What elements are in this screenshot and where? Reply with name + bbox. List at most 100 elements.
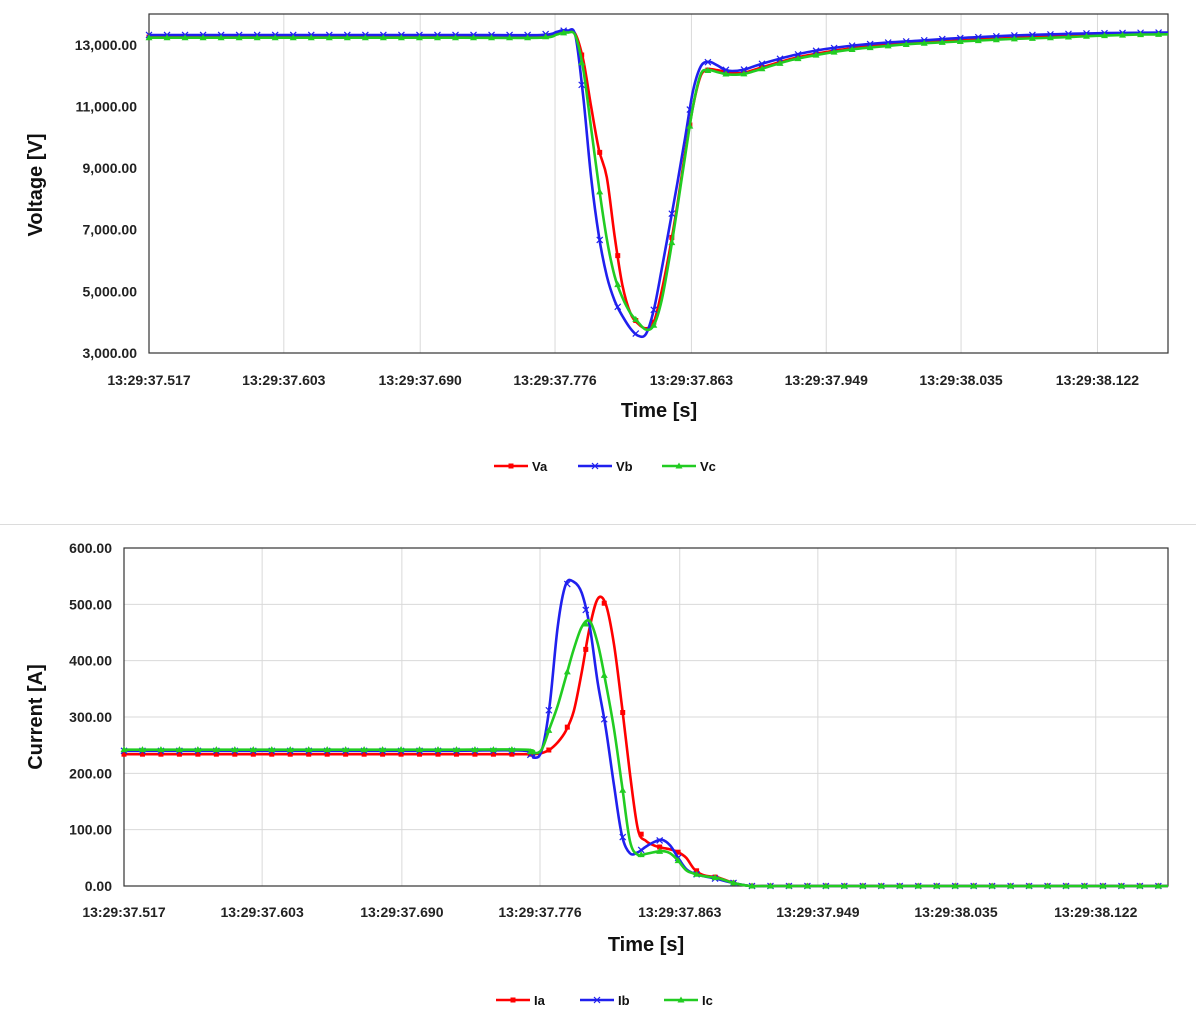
legend-label-va: Va xyxy=(532,459,548,474)
legend-label-vb: Vb xyxy=(616,459,633,474)
voltage-point-vc xyxy=(415,34,423,41)
current-x-tick-label: 13:29:37.863 xyxy=(638,904,722,920)
voltage-point-vc xyxy=(433,34,441,41)
current-point-ic xyxy=(305,746,313,753)
voltage-point-vb xyxy=(722,66,730,74)
legend-item-ia: Ia xyxy=(496,993,546,1008)
current-point-ia xyxy=(546,747,552,753)
current-point-ic xyxy=(1117,882,1125,889)
current-point-ia xyxy=(472,751,478,757)
current-point-ic xyxy=(471,746,479,753)
current-line-ia xyxy=(124,595,1168,888)
voltage-point-vb xyxy=(668,210,676,218)
current-y-tick-label: 400.00 xyxy=(69,653,112,669)
current-point-ic xyxy=(416,746,424,753)
voltage-point-vb xyxy=(848,42,856,50)
legend-item-ic: Ic xyxy=(664,993,713,1008)
voltage-point-vc xyxy=(506,34,514,41)
voltage-point-vc xyxy=(740,70,748,77)
legend-item-vc: Vc xyxy=(662,459,716,474)
current-point-ic xyxy=(914,882,922,889)
voltage-point-vc xyxy=(1119,31,1127,38)
voltage-point-vc xyxy=(920,39,928,46)
voltage-point-vc xyxy=(956,37,964,44)
voltage-point-vc xyxy=(614,281,622,288)
current-point-ic xyxy=(933,882,941,889)
current-point-ic xyxy=(434,746,442,753)
current-point-ic xyxy=(1099,882,1107,889)
voltage-line-vb xyxy=(149,27,1169,339)
voltage-x-axis-title: Time [s] xyxy=(621,400,697,422)
voltage-point-vc xyxy=(1064,33,1072,40)
current-series-ic xyxy=(120,618,1168,889)
current-x-tick-label: 13:29:37.690 xyxy=(360,904,444,920)
current-point-ib xyxy=(637,846,645,854)
voltage-point-vc xyxy=(884,42,892,49)
voltage-x-tick-label: 13:29:38.035 xyxy=(919,372,1003,388)
current-point-ic xyxy=(175,746,183,753)
voltage-point-vc xyxy=(974,37,982,44)
voltage-point-vb xyxy=(614,303,622,311)
current-point-ia xyxy=(620,709,626,715)
voltage-point-vc xyxy=(578,59,586,66)
current-point-ic xyxy=(600,671,608,678)
current-y-tick-label: 300.00 xyxy=(69,709,112,725)
voltage-point-vc xyxy=(560,29,568,36)
voltage-point-vc xyxy=(451,34,459,41)
voltage-point-vc xyxy=(794,55,802,62)
legend-label-vc: Vc xyxy=(700,459,716,474)
current-point-ia xyxy=(638,831,644,837)
current-point-ia xyxy=(657,844,663,850)
voltage-grid xyxy=(283,14,1098,353)
current-grid xyxy=(124,548,1168,886)
current-point-ic xyxy=(748,882,756,889)
current-point-ic xyxy=(803,882,811,889)
current-point-ia xyxy=(324,751,330,757)
current-plot-frame xyxy=(123,547,1169,887)
current-point-ia xyxy=(453,751,459,757)
current-point-ia xyxy=(250,751,256,757)
voltage-x-tick-label: 13:29:37.603 xyxy=(242,372,326,388)
voltage-point-vc xyxy=(325,34,333,41)
current-x-axis-title: Time [s] xyxy=(608,934,684,956)
current-point-ic xyxy=(489,746,497,753)
legend-item-va: Va xyxy=(494,459,548,474)
legend-marker-ib xyxy=(593,996,601,1004)
voltage-line-vc xyxy=(149,30,1169,332)
current-point-ic xyxy=(1136,882,1144,889)
current-point-ic xyxy=(619,786,627,793)
voltage-point-vc xyxy=(488,34,496,41)
legend-marker-ic xyxy=(677,996,685,1003)
voltage-point-vc xyxy=(542,33,550,40)
current-point-ia xyxy=(601,600,607,606)
current-point-ic xyxy=(730,879,738,886)
current-point-ic xyxy=(988,882,996,889)
voltage-point-vb xyxy=(776,55,784,63)
current-x-tick-label: 13:29:37.776 xyxy=(498,904,582,920)
current-y-ticks: 0.00 100.00 200.00 300.00 400.00 500.00 600.00 xyxy=(69,540,112,894)
current-point-ic xyxy=(711,874,719,881)
current-x-tick-label: 13:29:37.603 xyxy=(220,904,304,920)
current-point-ic xyxy=(1062,882,1070,889)
voltage-point-vc xyxy=(1046,34,1054,41)
voltage-point-vc xyxy=(181,34,189,41)
voltage-point-vc xyxy=(704,66,712,73)
voltage-point-vc xyxy=(632,315,640,322)
voltage-point-vc xyxy=(379,34,387,41)
voltage-point-vb xyxy=(812,47,820,55)
voltage-y-ticks: 3,000.00 5,000.00 7,000.00 9,000.00 11,000.0… xyxy=(75,37,138,361)
voltage-point-vc xyxy=(650,321,658,328)
current-legend: Ia Ib Ic xyxy=(496,993,713,1008)
voltage-point-vb xyxy=(830,44,838,52)
voltage-plot-frame xyxy=(148,13,1169,354)
voltage-series xyxy=(145,27,1169,339)
current-point-ib xyxy=(545,706,553,714)
current-point-ic xyxy=(212,746,220,753)
voltage-point-vc xyxy=(596,188,604,195)
current-point-ic xyxy=(1080,882,1088,889)
current-point-ic xyxy=(840,882,848,889)
current-point-ic xyxy=(323,746,331,753)
current-point-ia xyxy=(417,751,423,757)
current-point-ia xyxy=(380,751,386,757)
voltage-point-vc xyxy=(1101,32,1109,39)
